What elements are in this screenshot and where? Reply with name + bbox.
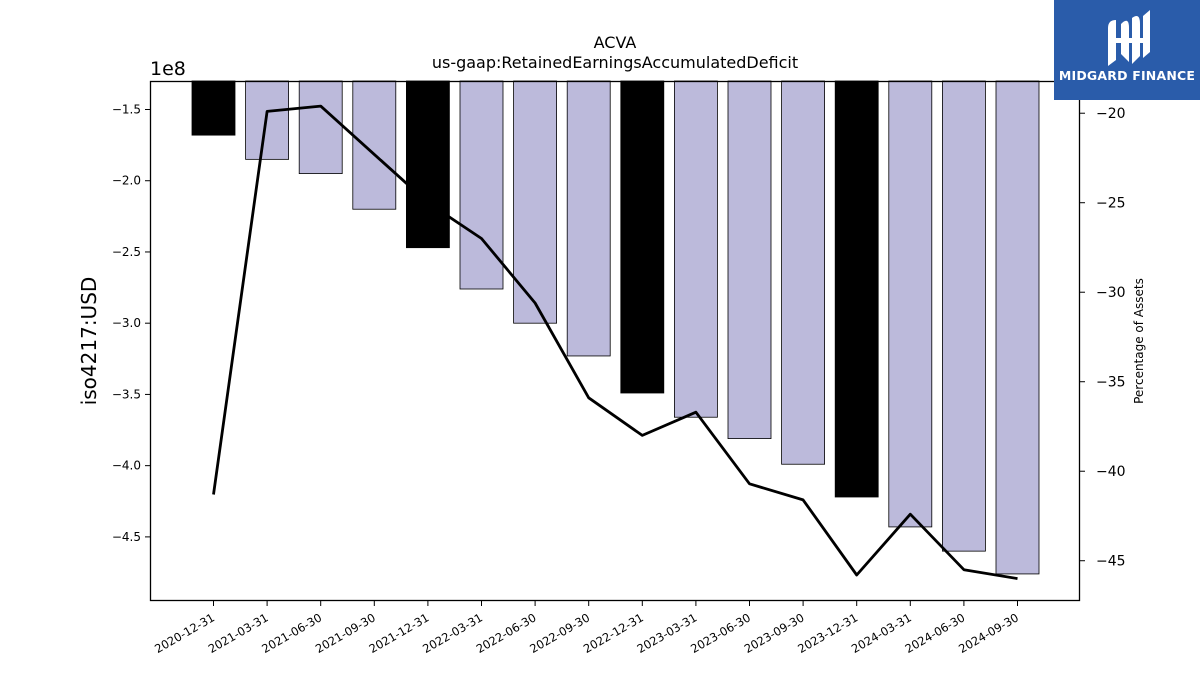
percentage-line-series: [212, 104, 1018, 580]
y2-axis-ticks: −20 −25 −30 −35 −40 −45: [1080, 106, 1126, 570]
y-axis-label: iso4217:USD: [77, 277, 101, 406]
brand-name: MIDGARD FINANCE: [1058, 68, 1196, 83]
x-tick-label: 2023-06-30: [688, 610, 753, 656]
y-tick-label: −2.0: [112, 174, 141, 188]
x-tick-label: 2023-09-30: [742, 610, 807, 656]
bar-2024-09-30: [995, 80, 1040, 575]
chart-subtitle: us-gaap:RetainedEarningsAccumulatedDefic…: [432, 53, 798, 72]
x-tick-label: 2023-03-31: [635, 610, 700, 656]
bar-2024-06-30: [942, 80, 986, 552]
y-tick-label: −4.5: [112, 530, 141, 544]
x-tick-label: 2020-12-31: [152, 610, 217, 656]
y2-tick-label: −40: [1096, 464, 1126, 480]
bar-2023-06-30: [727, 80, 772, 439]
y2-tick-label: −30: [1096, 285, 1126, 301]
x-tick-label: 2022-06-30: [474, 610, 539, 656]
y-axis-ticks: −1.5 −2.0 −2.5 −3.0 −3.5 −4.0 −4.5: [112, 102, 150, 544]
x-tick-label: 2021-09-30: [313, 610, 378, 656]
percentage-line: [212, 104, 1018, 580]
bar-2021-06-30: [298, 80, 343, 175]
bar-2021-09-30: [352, 80, 397, 210]
x-tick-label: 2021-03-31: [206, 610, 271, 656]
bar-2022-12-31: [620, 80, 665, 394]
bar-2023-09-30: [781, 80, 825, 465]
x-tick-label: 2021-06-30: [259, 610, 324, 656]
y2-tick-label: −25: [1096, 196, 1126, 212]
x-tick-label: 2021-12-31: [367, 610, 432, 656]
y-tick-label: −3.0: [112, 316, 141, 330]
bar-2023-03-31: [674, 80, 718, 418]
bar-2021-12-31: [405, 80, 450, 249]
bar-2023-12-31: [834, 80, 879, 498]
x-tick-label: 2024-03-31: [849, 610, 914, 656]
x-tick-label: 2023-12-31: [795, 610, 860, 656]
y2-tick-label: −20: [1096, 106, 1126, 122]
x-tick-label: 2024-06-30: [903, 610, 968, 656]
y2-axis-label: Percentage of Assets: [1132, 278, 1146, 404]
x-axis-ticks: 2020-12-312021-03-312021-06-302021-09-30…: [152, 601, 1021, 656]
bar-2024-03-31: [888, 80, 933, 528]
x-tick-label: 2024-09-30: [956, 610, 1021, 656]
bar-series: [191, 80, 1040, 575]
brand-logo: MIDGARD FINANCE: [1054, 0, 1200, 100]
y-tick-label: −4.0: [112, 459, 141, 473]
bar-2020-12-31: [191, 80, 236, 136]
y2-tick-label: −45: [1096, 554, 1126, 570]
y-tick-label: −3.5: [112, 387, 141, 401]
y-axis-offset-label: 1e8: [150, 58, 186, 80]
y-tick-label: −2.5: [112, 245, 141, 259]
y2-tick-label: −35: [1096, 375, 1126, 391]
plot-frame: [149, 80, 1081, 602]
chart-title: ACVA: [594, 33, 637, 52]
x-tick-label: 2022-12-31: [581, 610, 646, 656]
y-tick-label: −1.5: [112, 102, 141, 116]
midgard-logo-icon: [1108, 10, 1150, 66]
x-tick-label: 2022-03-31: [420, 610, 485, 656]
bar-2022-09-30: [566, 80, 611, 357]
x-tick-label: 2022-09-30: [527, 610, 592, 656]
